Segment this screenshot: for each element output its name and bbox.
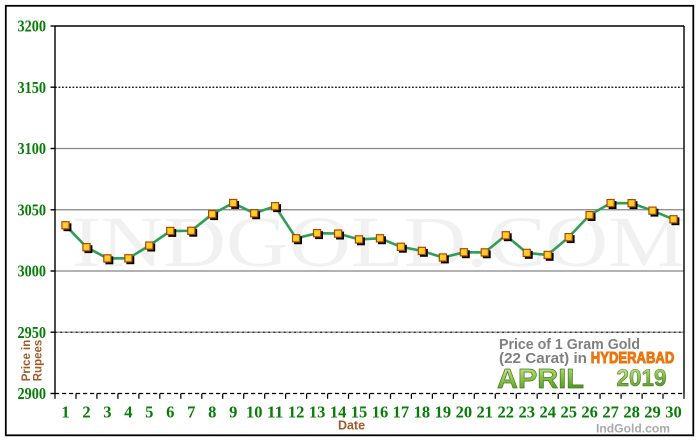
svg-text:IndGold.com: IndGold.com	[596, 423, 670, 435]
svg-text:25: 25	[560, 403, 577, 422]
svg-text:Date: Date	[338, 418, 365, 432]
svg-text:Price inRupees: Price inRupees	[21, 340, 44, 382]
svg-text:9: 9	[229, 403, 237, 422]
svg-text:15: 15	[351, 403, 368, 422]
svg-text:28: 28	[623, 403, 640, 422]
svg-text:20: 20	[456, 403, 473, 422]
svg-text:19: 19	[435, 403, 452, 422]
svg-text:29: 29	[644, 403, 661, 422]
svg-text:1: 1	[61, 403, 69, 422]
svg-text:12: 12	[288, 403, 305, 422]
svg-text:3050: 3050	[18, 200, 47, 219]
svg-text:7: 7	[187, 403, 195, 422]
svg-text:18: 18	[414, 403, 431, 422]
svg-text:4: 4	[124, 403, 132, 422]
svg-text:3150: 3150	[18, 78, 47, 97]
svg-text:13: 13	[309, 403, 326, 422]
svg-text:3100: 3100	[18, 139, 47, 158]
svg-text:8: 8	[208, 403, 216, 422]
svg-text:2: 2	[82, 403, 90, 422]
svg-text:16: 16	[372, 403, 389, 422]
svg-text:10: 10	[246, 403, 263, 422]
svg-text:27: 27	[602, 403, 619, 422]
svg-text:3: 3	[103, 403, 111, 422]
svg-text:6: 6	[166, 403, 174, 422]
svg-text:17: 17	[393, 403, 410, 422]
svg-text:24: 24	[539, 403, 556, 422]
svg-text:30: 30	[665, 403, 682, 422]
svg-text:(22 Carat) in: (22 Carat) in	[499, 351, 587, 367]
svg-text:2019: 2019	[617, 365, 667, 392]
svg-text:5: 5	[145, 403, 153, 422]
svg-text:26: 26	[581, 403, 598, 422]
svg-text:21: 21	[477, 403, 494, 422]
svg-text:2950: 2950	[18, 323, 47, 342]
svg-text:HYDERABAD: HYDERABAD	[591, 350, 675, 367]
svg-text:3000: 3000	[18, 262, 47, 281]
svg-text:2900: 2900	[18, 384, 47, 403]
svg-text:Price of 1 Gram Gold: Price of 1 Gram Gold	[499, 337, 640, 353]
svg-text:APRIL: APRIL	[497, 363, 584, 394]
svg-text:23: 23	[519, 403, 536, 422]
svg-text:11: 11	[267, 403, 284, 422]
svg-text:22: 22	[498, 403, 515, 422]
svg-text:3200: 3200	[18, 17, 47, 36]
svg-text:14: 14	[330, 403, 347, 422]
